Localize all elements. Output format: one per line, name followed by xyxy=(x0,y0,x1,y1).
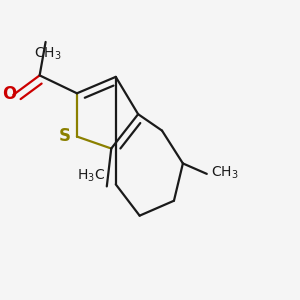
Text: S: S xyxy=(59,127,71,145)
Text: CH$_3$: CH$_3$ xyxy=(211,165,239,181)
Text: H$_3$C: H$_3$C xyxy=(77,168,105,184)
Text: CH$_3$: CH$_3$ xyxy=(34,46,62,62)
Text: O: O xyxy=(2,85,16,103)
